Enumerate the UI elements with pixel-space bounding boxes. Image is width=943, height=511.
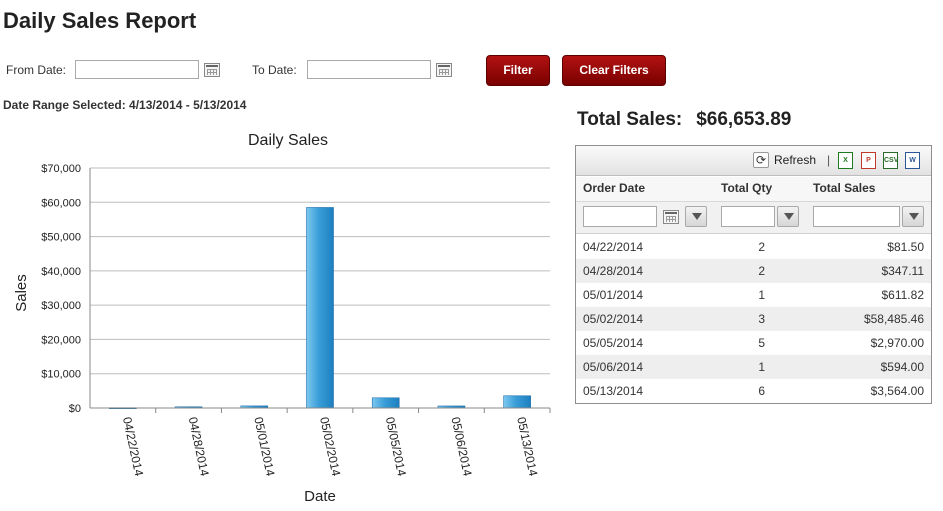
table-row[interactable]: 05/13/2014 6 $3,564.00 — [576, 379, 931, 403]
word-icon[interactable]: W — [905, 152, 920, 169]
order-date-filter-funnel-icon[interactable] — [685, 206, 707, 227]
cell-total-qty: 2 — [758, 240, 765, 254]
cell-order-date: 05/05/2014 — [583, 336, 644, 350]
order-date-filter-input[interactable] — [583, 206, 657, 227]
cell-order-date: 05/01/2014 — [583, 288, 644, 302]
refresh-button[interactable]: Refresh — [774, 153, 817, 167]
daily-sales-chart: Daily Sales Sales Date $0 $10,000 $20,000 $… — [13, 132, 551, 505]
chart-x-tick-label: 05/02/2014 — [317, 416, 343, 478]
from-date-input[interactable] — [75, 60, 199, 79]
total-sales: Total Sales: $66,653.89 — [577, 109, 791, 131]
cell-total-sales: $81.50 — [887, 240, 924, 254]
pdf-icon[interactable]: P — [861, 152, 876, 169]
cell-total-qty: 6 — [758, 384, 765, 398]
table-row[interactable]: 05/01/2014 1 $611.82 — [576, 283, 931, 307]
refresh-icon[interactable]: ⟳ — [753, 152, 769, 168]
table-row[interactable]: 05/05/2014 5 $2,970.00 — [576, 331, 931, 355]
table-row[interactable]: 05/02/2014 3 $58,485.46 — [576, 307, 931, 331]
excel-icon[interactable]: X — [838, 152, 853, 169]
chart-title: Daily Sales — [248, 132, 328, 149]
table-row[interactable]: 04/22/2014 2 $81.50 — [576, 235, 931, 259]
cell-order-date: 05/13/2014 — [583, 384, 644, 398]
table-row[interactable]: 05/06/2014 1 $594.00 — [576, 355, 931, 379]
to-date-input[interactable] — [307, 60, 431, 79]
toolbar-separator: | — [827, 153, 831, 167]
from-date-calendar-icon[interactable] — [204, 63, 220, 77]
chart-y-tick-label: $70,000 — [41, 163, 81, 175]
csv-icon[interactable]: CSV — [883, 152, 898, 169]
cell-total-sales: $347.11 — [881, 264, 925, 278]
grid-toolbar: ⟳ Refresh | X P CSV W — [576, 146, 931, 176]
cell-total-sales: $594.00 — [880, 360, 924, 374]
chart-x-tick-label: 05/01/2014 — [251, 416, 277, 478]
order-date-filter-calendar-icon[interactable] — [663, 210, 679, 224]
grid-header — [576, 177, 931, 202]
column-header-total-qty[interactable]: Total Qty — [721, 181, 773, 195]
date-range-selected: Date Range Selected: 4/13/2014 - 5/13/20… — [3, 98, 247, 112]
to-date-calendar-icon[interactable] — [436, 63, 452, 77]
page-title: Daily Sales Report — [3, 8, 197, 33]
cell-total-qty: 2 — [758, 264, 765, 278]
cell-total-sales: $3,564.00 — [870, 384, 924, 398]
chart-y-tick-label: $0 — [69, 403, 81, 415]
cell-order-date: 04/22/2014 — [583, 240, 644, 254]
filter-button[interactable]: Filter — [486, 55, 550, 86]
chart-y-axis-label: Sales — [13, 274, 30, 312]
chart-x-tick-label: 05/06/2014 — [448, 416, 474, 478]
chart-bar — [503, 395, 531, 409]
total-qty-filter-funnel-icon[interactable] — [777, 206, 799, 227]
total-sales-filter-funnel-icon[interactable] — [902, 206, 924, 227]
chart-y-tick-label: $40,000 — [41, 266, 81, 278]
chart-y-tick-label: $10,000 — [41, 369, 81, 381]
cell-total-qty: 1 — [758, 360, 765, 374]
column-header-order-date[interactable]: Order Date — [583, 181, 646, 195]
table-row[interactable]: 04/28/2014 2 $347.11 — [576, 259, 931, 283]
cell-total-qty: 3 — [758, 312, 765, 326]
cell-total-sales: $611.82 — [881, 288, 925, 302]
cell-order-date: 04/28/2014 — [583, 264, 644, 278]
grid-rows: 04/22/2014 2 $81.50 04/28/2014 2 $347.11 05/… — [576, 235, 931, 403]
total-sales-label: Total Sales: — [577, 109, 683, 130]
cell-total-sales: $58,485.46 — [863, 312, 924, 326]
chart-x-axis-label: Date — [304, 488, 336, 505]
chart-bar — [371, 397, 400, 409]
to-date-label: To Date: — [252, 63, 297, 77]
clear-filters-button[interactable]: Clear Filters — [562, 55, 666, 86]
total-sales-filter-input[interactable] — [813, 206, 900, 227]
from-date-label: From Date: — [6, 63, 67, 77]
chart-x-tick-label: 04/22/2014 — [120, 416, 146, 478]
chart-x-tick-label: 04/28/2014 — [186, 416, 212, 478]
cell-total-qty: 1 — [758, 288, 765, 302]
cell-order-date: 05/02/2014 — [583, 312, 644, 326]
chart-y-tick-label: $50,000 — [41, 232, 81, 244]
cell-total-sales: $2,970.00 — [870, 336, 924, 350]
sales-grid: ⟳ Refresh | X P CSV W Order Date Total Q… — [575, 145, 932, 404]
total-sales-value: $66,653.89 — [696, 109, 792, 130]
chart-x-tick-label: 05/13/2014 — [514, 416, 540, 478]
chart-y-tick-label: $60,000 — [41, 197, 81, 209]
chart-y-tick-label: $20,000 — [41, 334, 81, 346]
cell-total-qty: 5 — [758, 336, 765, 350]
chart-x-tick-label: 05/05/2014 — [383, 416, 409, 478]
chart-bar — [306, 207, 334, 409]
chart-y-tick-label: $30,000 — [41, 300, 81, 312]
total-qty-filter-input[interactable] — [721, 206, 775, 227]
column-header-total-sales[interactable]: Total Sales — [813, 181, 876, 195]
cell-order-date: 05/06/2014 — [583, 360, 644, 374]
